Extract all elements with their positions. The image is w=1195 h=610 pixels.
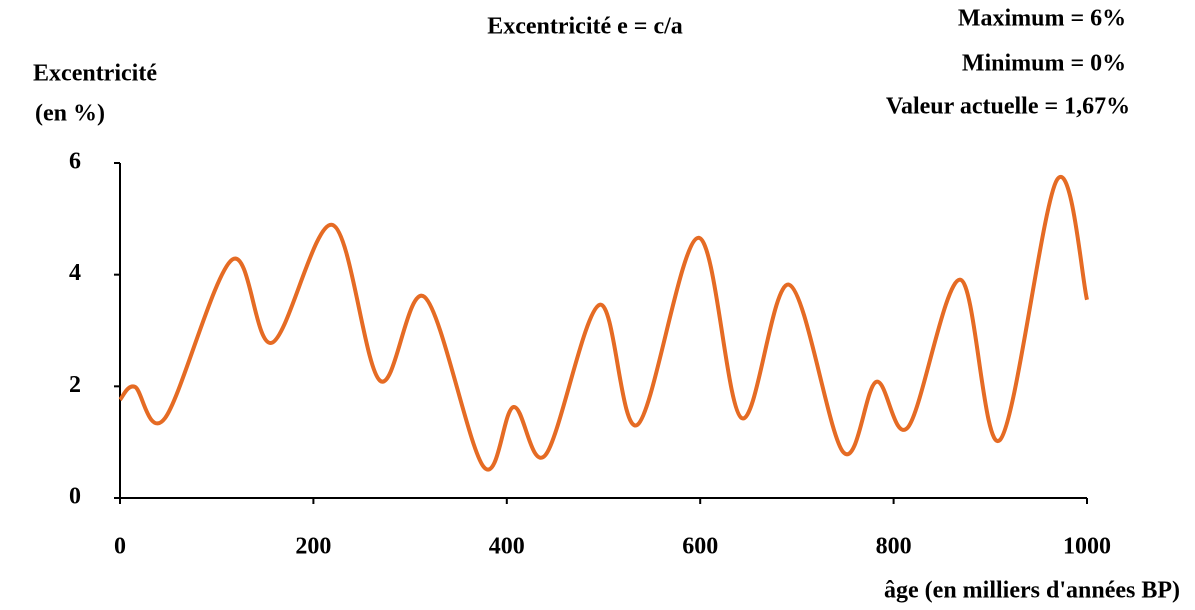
x-tick-label: 400: [489, 534, 525, 560]
y-tick-label: 4: [69, 260, 81, 286]
x-tick-label: 800: [876, 534, 912, 560]
y-axis-label: (en %): [35, 101, 105, 127]
x-tick-label: 200: [295, 534, 331, 560]
x-tick-label: 1000: [1063, 534, 1111, 560]
annotation: Valeur actuelle = 1,67%: [886, 94, 1130, 120]
data-line: [118, 174, 1089, 472]
x-axis-label: âge (en milliers d'années BP): [884, 578, 1180, 604]
x-tick-label: 600: [682, 534, 718, 560]
y-tick-label: 0: [69, 484, 81, 510]
y-tick-label: 6: [69, 149, 81, 175]
annotation: Maximum = 6%: [958, 6, 1126, 32]
chart-title: Excentricité e = c/a: [487, 14, 683, 40]
y-tick-label: 2: [69, 372, 81, 398]
x-tick-label: 0: [114, 534, 126, 560]
annotation: Minimum = 0%: [962, 51, 1126, 77]
y-axis-label: Excentricité: [33, 61, 157, 87]
